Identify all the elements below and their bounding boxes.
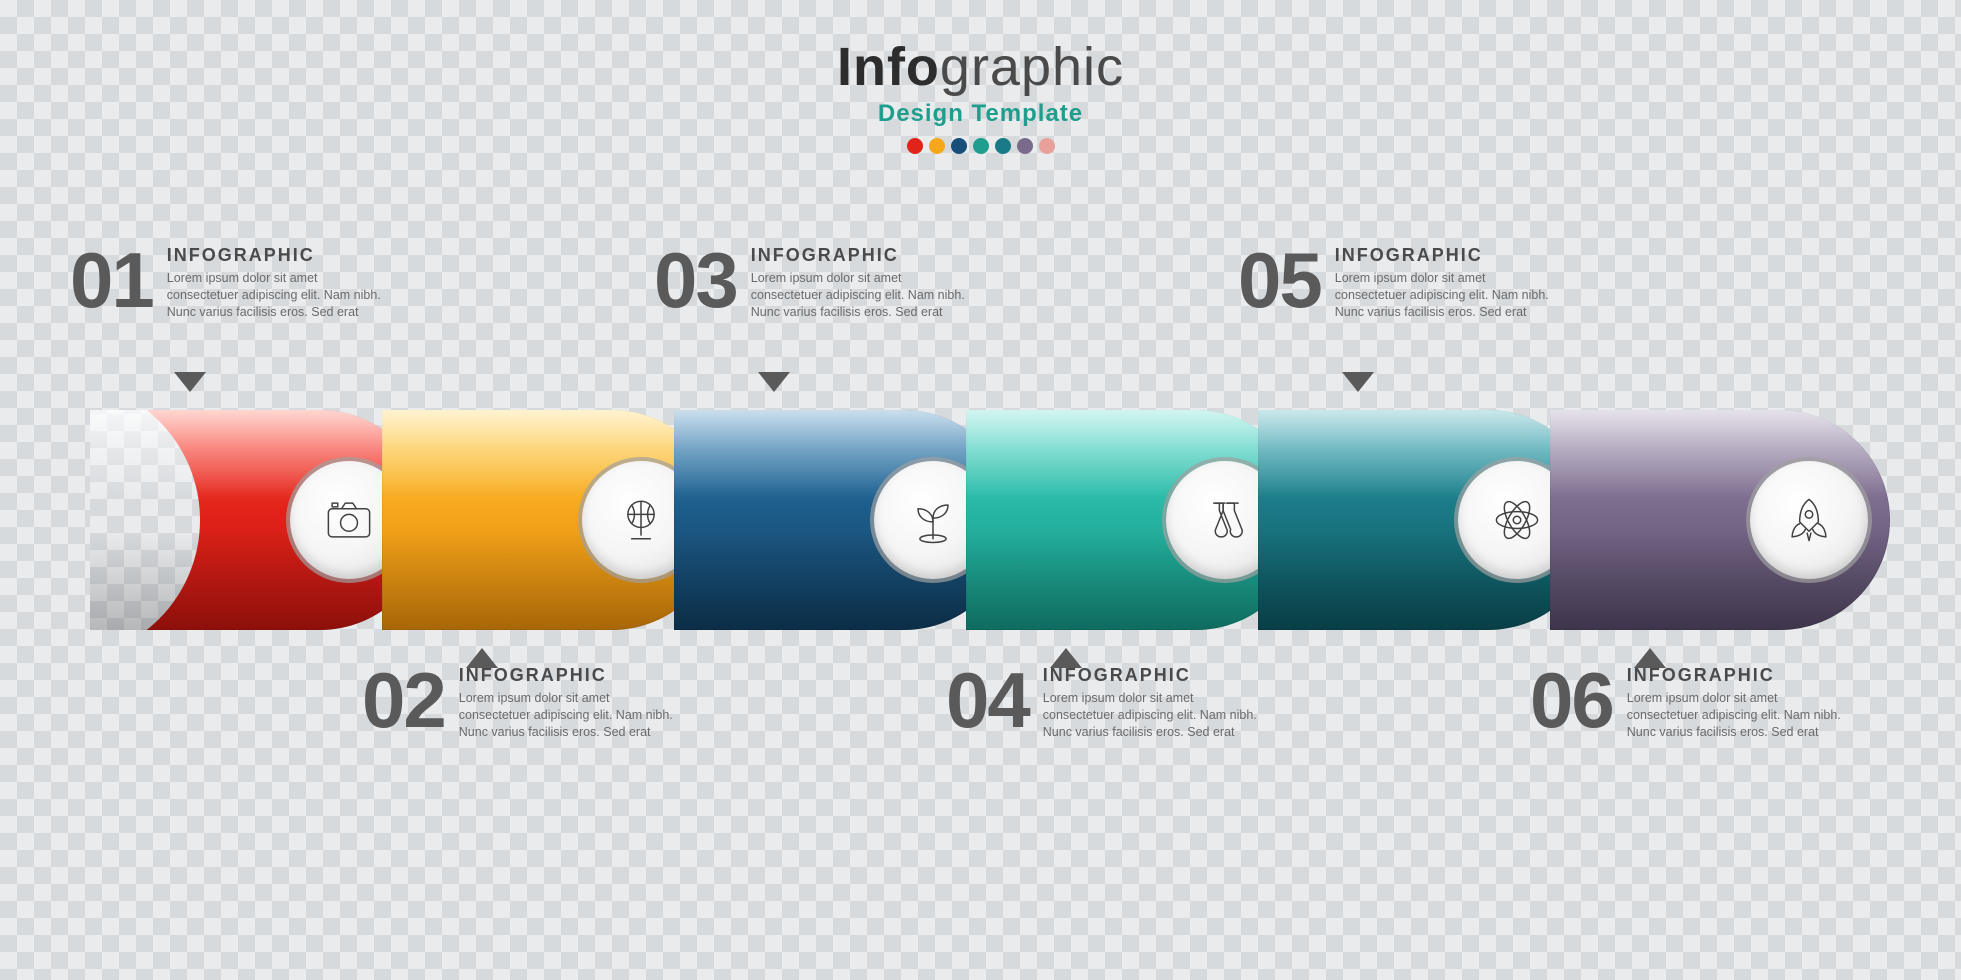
palette-dot bbox=[995, 138, 1011, 154]
step-number: 04 bbox=[946, 665, 1029, 735]
palette-dot bbox=[929, 138, 945, 154]
step-number: 01 bbox=[70, 245, 153, 315]
step-title: INFOGRAPHIC bbox=[751, 245, 974, 266]
palette-dots bbox=[0, 138, 1961, 154]
title-light: graphic bbox=[940, 37, 1124, 97]
step-pill-05 bbox=[1258, 410, 1598, 630]
step-body: Lorem ipsum dolor sit amet consectetuer … bbox=[751, 270, 974, 321]
palette-dot bbox=[973, 138, 989, 154]
step-title: INFOGRAPHIC bbox=[1043, 665, 1266, 686]
subtitle: Design Template bbox=[0, 100, 1961, 128]
callout-06: 06 INFOGRAPHIC Lorem ipsum dolor sit amet … bbox=[1530, 665, 1850, 741]
header: Infographic Design Template bbox=[0, 0, 1961, 154]
palette-dot bbox=[907, 138, 923, 154]
step-pill-01 bbox=[90, 410, 430, 630]
pointer-03 bbox=[758, 372, 790, 392]
step-pill-03 bbox=[674, 410, 1014, 630]
step-body: Lorem ipsum dolor sit amet consectetuer … bbox=[459, 690, 682, 741]
rocket-icon bbox=[1750, 461, 1868, 579]
callout-03: 03 INFOGRAPHIC Lorem ipsum dolor sit amet … bbox=[654, 245, 974, 321]
step-body: Lorem ipsum dolor sit amet consectetuer … bbox=[1043, 690, 1266, 741]
step-number: 05 bbox=[1238, 245, 1321, 315]
step-pill-06 bbox=[1550, 410, 1890, 630]
step-title: INFOGRAPHIC bbox=[459, 665, 682, 686]
step-number: 06 bbox=[1530, 665, 1613, 735]
callout-01: 01 INFOGRAPHIC Lorem ipsum dolor sit amet … bbox=[70, 245, 390, 321]
callout-04: 04 INFOGRAPHIC Lorem ipsum dolor sit amet … bbox=[946, 665, 1266, 741]
step-number: 03 bbox=[654, 245, 737, 315]
callout-05: 05 INFOGRAPHIC Lorem ipsum dolor sit amet … bbox=[1238, 245, 1558, 321]
step-pill-04 bbox=[966, 410, 1306, 630]
palette-dot bbox=[1039, 138, 1055, 154]
step-pill-02 bbox=[382, 410, 722, 630]
step-number: 02 bbox=[362, 665, 445, 735]
timeline-stage bbox=[90, 410, 1870, 630]
palette-dot bbox=[1017, 138, 1033, 154]
step-title: INFOGRAPHIC bbox=[167, 245, 390, 266]
step-title: INFOGRAPHIC bbox=[1335, 245, 1558, 266]
step-title: INFOGRAPHIC bbox=[1627, 665, 1850, 686]
step-body: Lorem ipsum dolor sit amet consectetuer … bbox=[167, 270, 390, 321]
pointer-01 bbox=[174, 372, 206, 392]
pointer-05 bbox=[1342, 372, 1374, 392]
palette-dot bbox=[951, 138, 967, 154]
step-body: Lorem ipsum dolor sit amet consectetuer … bbox=[1627, 690, 1850, 741]
title-bold: Info bbox=[837, 37, 940, 97]
callout-02: 02 INFOGRAPHIC Lorem ipsum dolor sit amet … bbox=[362, 665, 682, 741]
main-title: Infographic bbox=[0, 36, 1961, 98]
step-body: Lorem ipsum dolor sit amet consectetuer … bbox=[1335, 270, 1558, 321]
